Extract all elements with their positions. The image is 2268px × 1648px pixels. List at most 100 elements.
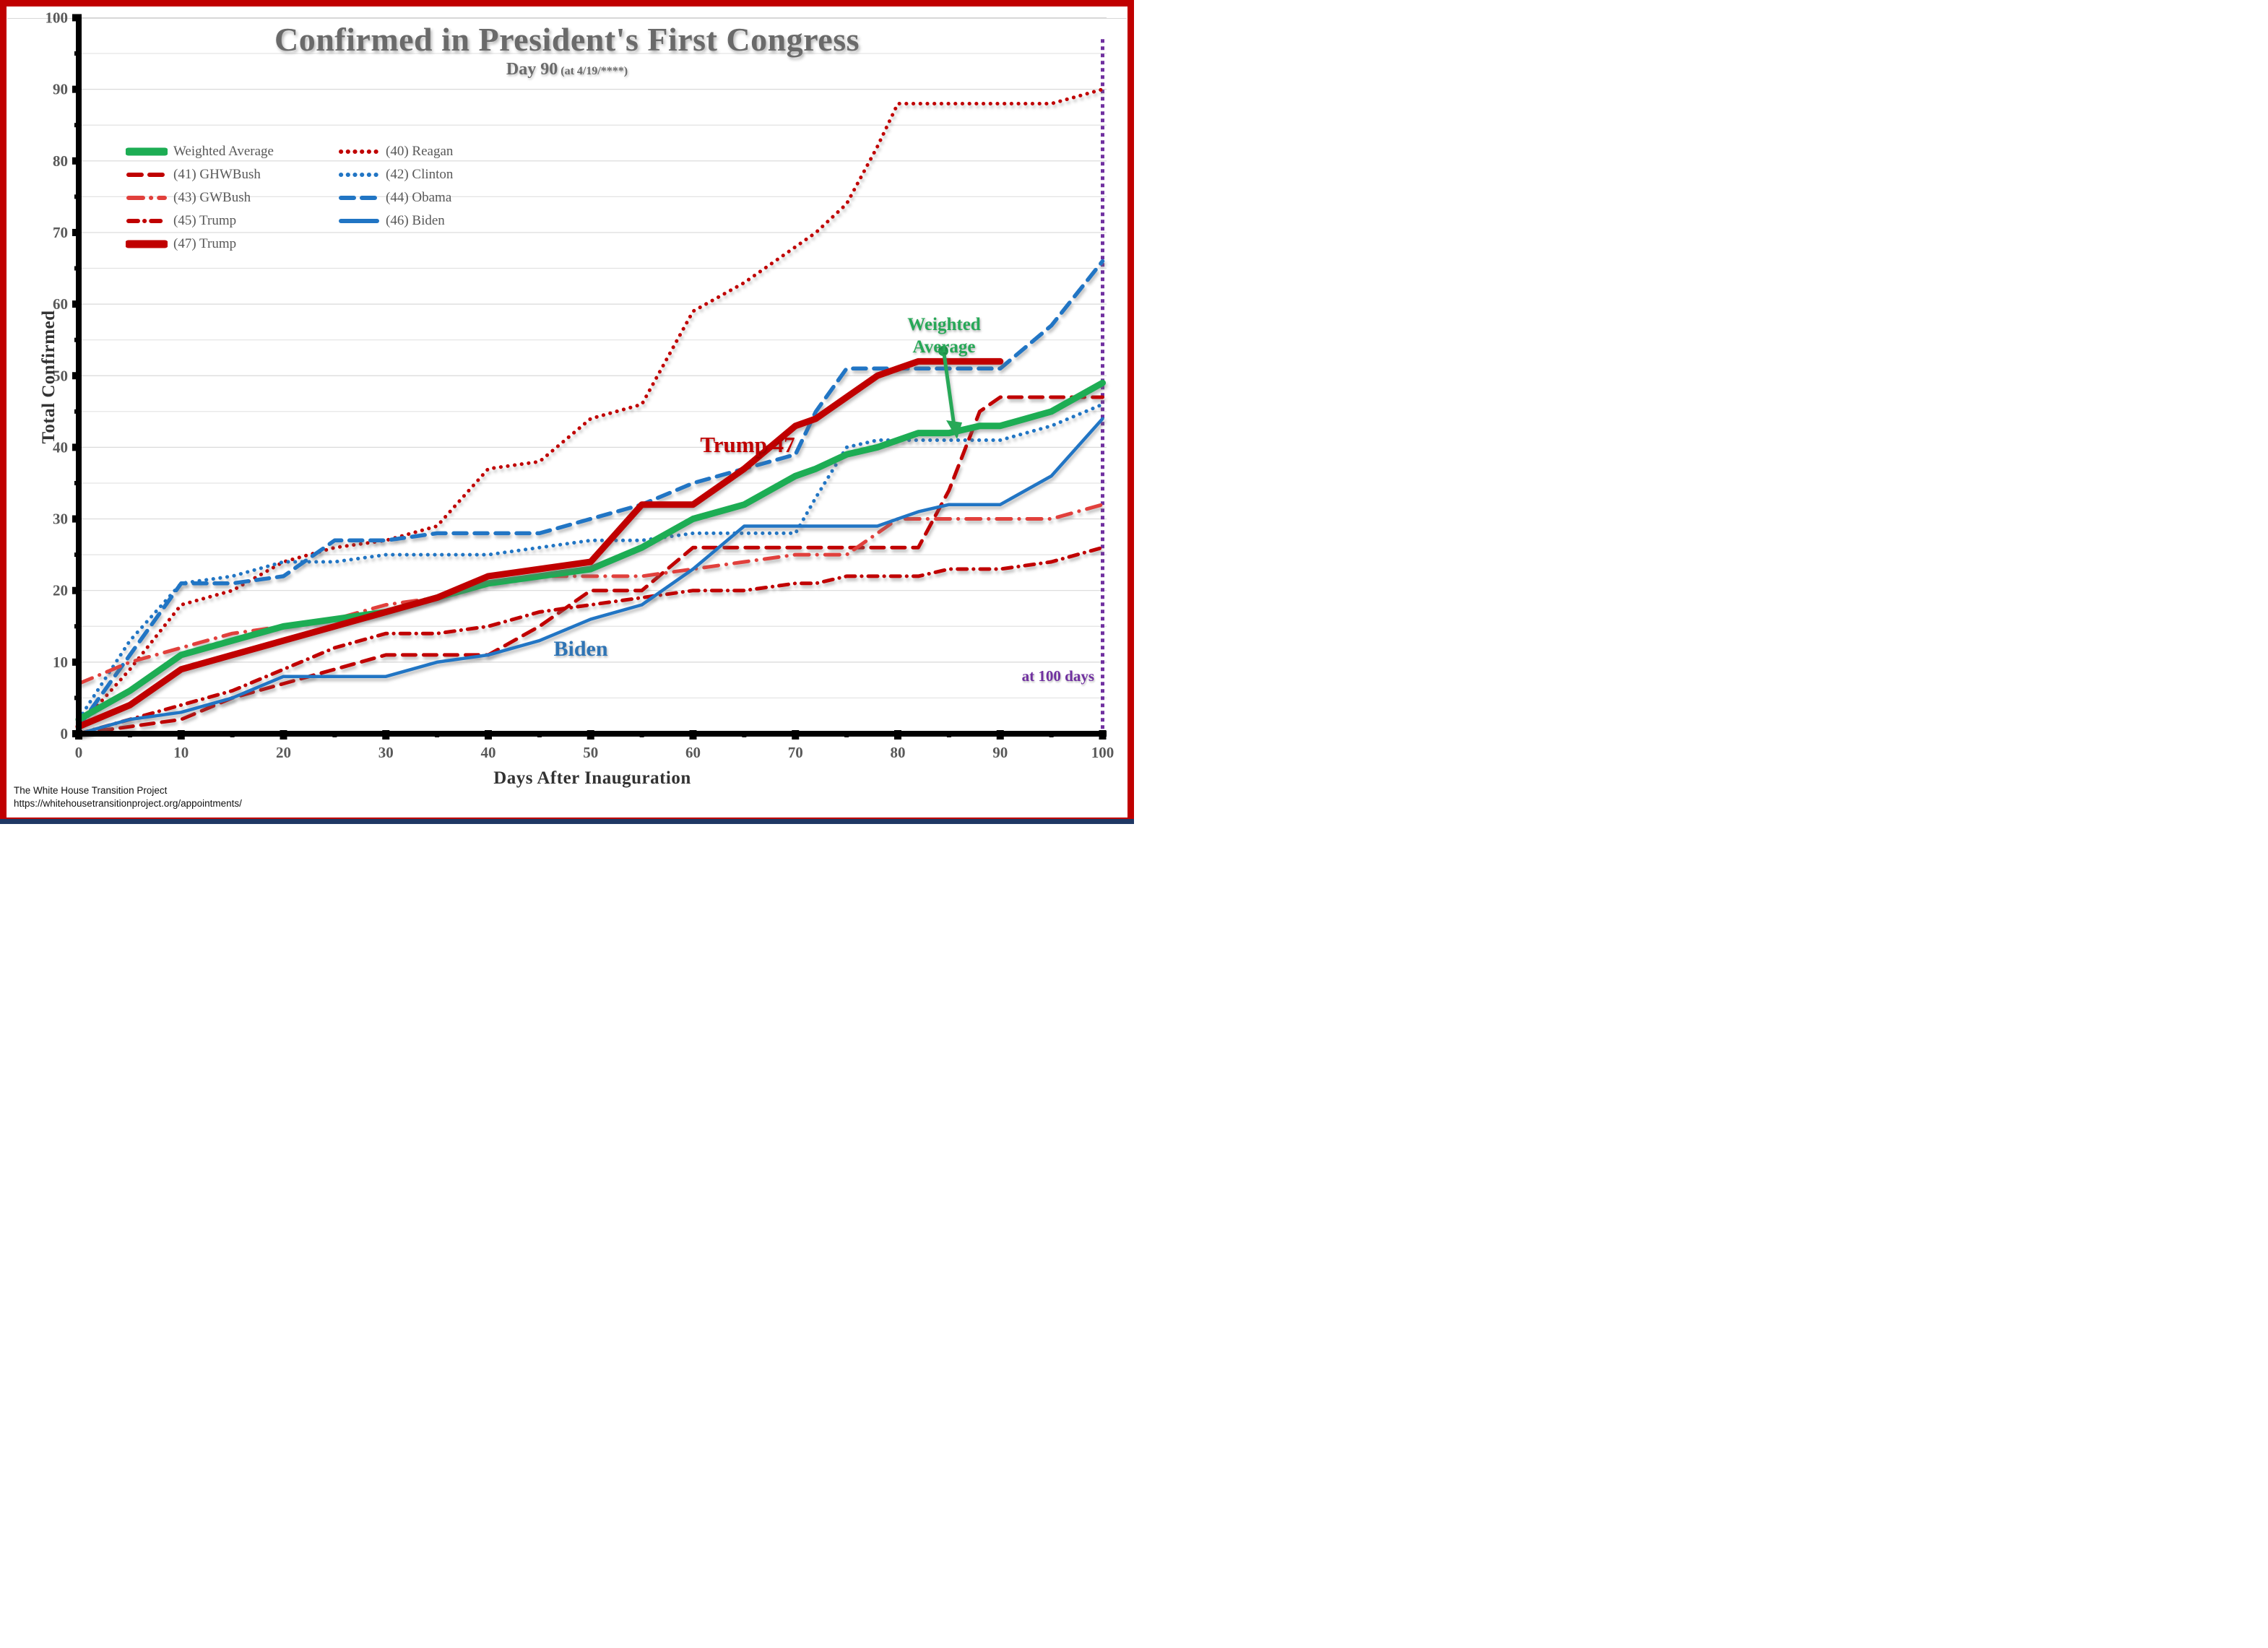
y-tick-label: 60	[53, 295, 68, 313]
y-tick	[72, 443, 82, 451]
trump47-annotation: Trump 47	[700, 432, 795, 457]
x-tick	[127, 732, 132, 737]
x-tick	[742, 732, 747, 737]
weighted-average-pointer-dot	[938, 346, 948, 356]
y-tick	[72, 14, 82, 22]
y-tick	[72, 157, 82, 165]
legend-swatch-biden46	[339, 219, 379, 223]
x-tick	[946, 732, 951, 737]
x-tick-label: 20	[276, 744, 291, 761]
page: { "page": { "border_color": "#C00000", "…	[0, 0, 1134, 824]
legend-label-clinton42: (42) Clinton	[386, 167, 454, 182]
series-line-clinton42	[77, 402, 1104, 721]
legend-swatch-clinton42	[339, 173, 379, 177]
legend-swatch-trump45	[126, 219, 167, 223]
title-block: Confirmed in President's First Congress …	[0, 20, 1134, 79]
legend-row: Weighted Average (40) Reagan	[126, 140, 550, 163]
y-tick-label: 90	[53, 81, 68, 98]
y-tick-label: 50	[53, 367, 68, 384]
x-tick	[689, 730, 697, 740]
y-tick-label: 80	[53, 152, 68, 170]
y-tick	[72, 300, 82, 308]
y-tick-label: 10	[53, 654, 68, 671]
y-tick	[74, 123, 80, 128]
x-tick	[894, 730, 901, 740]
x-tick-label: 90	[992, 744, 1008, 761]
footer-credit: The White House Transition Project https…	[14, 784, 242, 810]
y-tick	[72, 515, 82, 523]
x-tick	[1099, 730, 1107, 740]
weighted-average-arrowhead	[946, 420, 962, 439]
x-tick-label: 70	[788, 744, 803, 761]
legend-item-obama44: (44) Obama	[338, 190, 550, 206]
subtitle-note: (at 4/19/****)	[560, 65, 628, 77]
y-tick	[74, 266, 80, 271]
weighted-average-annotation-line2: Average	[912, 337, 976, 357]
x-tick	[435, 732, 440, 737]
weighted-average-annotation: Weighted Average	[875, 313, 1013, 358]
legend-item-trump45: (45) Trump	[126, 213, 338, 229]
x-tick-label: 30	[378, 744, 394, 761]
chart-legend: Weighted Average (40) Reagan (41) GHWBush (…	[126, 140, 550, 256]
x-tick	[844, 732, 849, 737]
x-tick-label: 80	[891, 744, 906, 761]
y-tick	[72, 228, 82, 236]
x-axis-title: Days After Inauguration	[493, 768, 691, 788]
subtitle-day: Day 90	[506, 60, 558, 79]
footer-line2: https://whitehousetransitionproject.org/…	[14, 798, 242, 809]
y-tick	[72, 85, 82, 93]
x-tick	[177, 730, 185, 740]
x-tick	[792, 730, 800, 740]
y-tick	[74, 194, 80, 199]
legend-label-gwbush43: (43) GWBush	[173, 190, 251, 205]
legend-label-trump47: (47) Trump	[173, 236, 237, 251]
series-line-ghwbush41	[77, 395, 1104, 736]
legend-item-biden46: (46) Biden	[338, 213, 550, 229]
x-tick-label: 0	[75, 744, 83, 761]
y-tick	[74, 409, 80, 414]
y-tick-label: 0	[61, 725, 69, 742]
legend-swatch-reagan40	[339, 149, 379, 154]
page-subtitle: Day 90 (at 4/19/****)	[0, 60, 1134, 79]
legend-label-biden46: (46) Biden	[386, 213, 445, 228]
y-tick	[74, 624, 80, 629]
legend-swatch-ghwbush41	[126, 173, 167, 177]
x-tick	[1049, 732, 1054, 737]
bottom-navy-strip	[0, 819, 1134, 824]
x-tick	[587, 730, 594, 740]
y-axis-title: Total Confirmed	[39, 310, 59, 444]
series-line-obama44	[77, 259, 1105, 729]
y-tick-label: 20	[53, 582, 68, 599]
legend-label-obama44: (44) Obama	[386, 190, 452, 205]
y-tick	[72, 372, 82, 380]
legend-row: (43) GWBush (44) Obama	[126, 186, 550, 209]
x-tick-label: 10	[173, 744, 189, 761]
footer-line1: The White House Transition Project	[14, 785, 168, 796]
legend-swatch-weighted_average	[126, 147, 168, 156]
weighted-average-arrow	[942, 353, 956, 427]
legend-item-ghwbush41: (41) GHWBush	[126, 167, 338, 183]
legend-label-reagan40: (40) Reagan	[386, 144, 454, 159]
x-tick	[382, 730, 390, 740]
legend-swatch-trump47	[126, 240, 168, 248]
x-tick-label: 40	[481, 744, 496, 761]
legend-item-gwbush43: (43) GWBush	[126, 190, 338, 206]
series-line-reagan40	[77, 87, 1104, 729]
legend-item-weighted_average: Weighted Average	[126, 144, 338, 160]
x-tick	[537, 732, 542, 737]
y-tick	[74, 695, 80, 701]
legend-label-trump45: (45) Trump	[173, 213, 237, 228]
y-tick	[74, 552, 80, 558]
y-tick	[72, 658, 82, 666]
x-tick	[332, 732, 337, 737]
x-tick-label: 50	[583, 744, 598, 761]
weighted-average-annotation-line1: Weighted	[907, 315, 981, 334]
y-tick-label: 40	[53, 438, 68, 456]
y-tick	[74, 51, 80, 56]
legend-swatch-obama44	[339, 196, 379, 200]
legend-item-clinton42: (42) Clinton	[338, 167, 550, 183]
y-tick-label: 30	[53, 511, 68, 528]
y-tick-label: 70	[53, 224, 68, 241]
y-tick-label: 100	[46, 9, 69, 27]
series-line-biden46	[77, 417, 1104, 736]
